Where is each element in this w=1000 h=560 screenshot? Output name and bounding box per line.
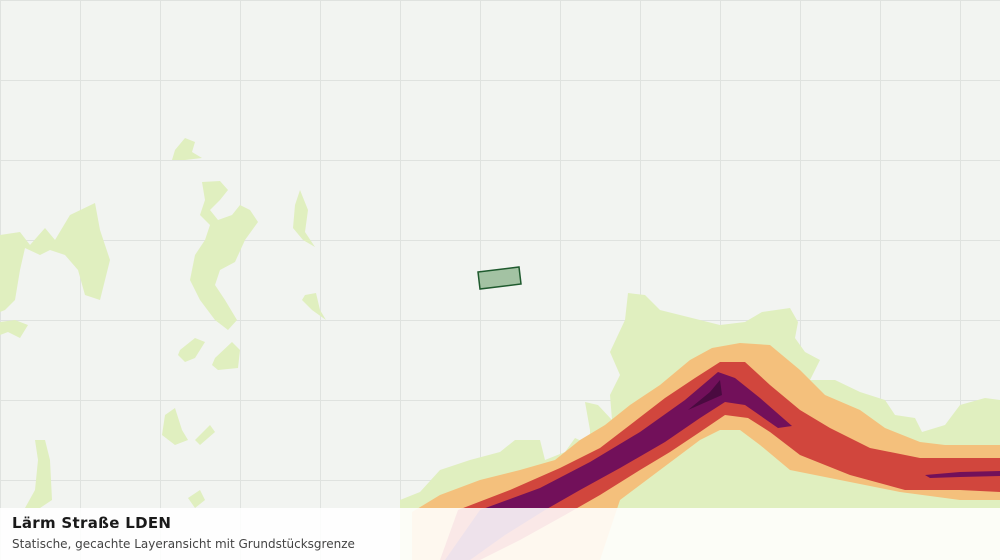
noise-peak — [688, 380, 722, 410]
parcel-boundary — [477, 266, 522, 290]
layer-subtitle: Statische, gecachte Layeransicht mit Gru… — [12, 537, 355, 551]
layer-title: Lärm Straße LDEN — [12, 514, 172, 532]
noise-peak-east — [925, 471, 1000, 478]
caption-panel: Lärm Straße LDEN Statische, gecachte Lay… — [0, 508, 1000, 560]
